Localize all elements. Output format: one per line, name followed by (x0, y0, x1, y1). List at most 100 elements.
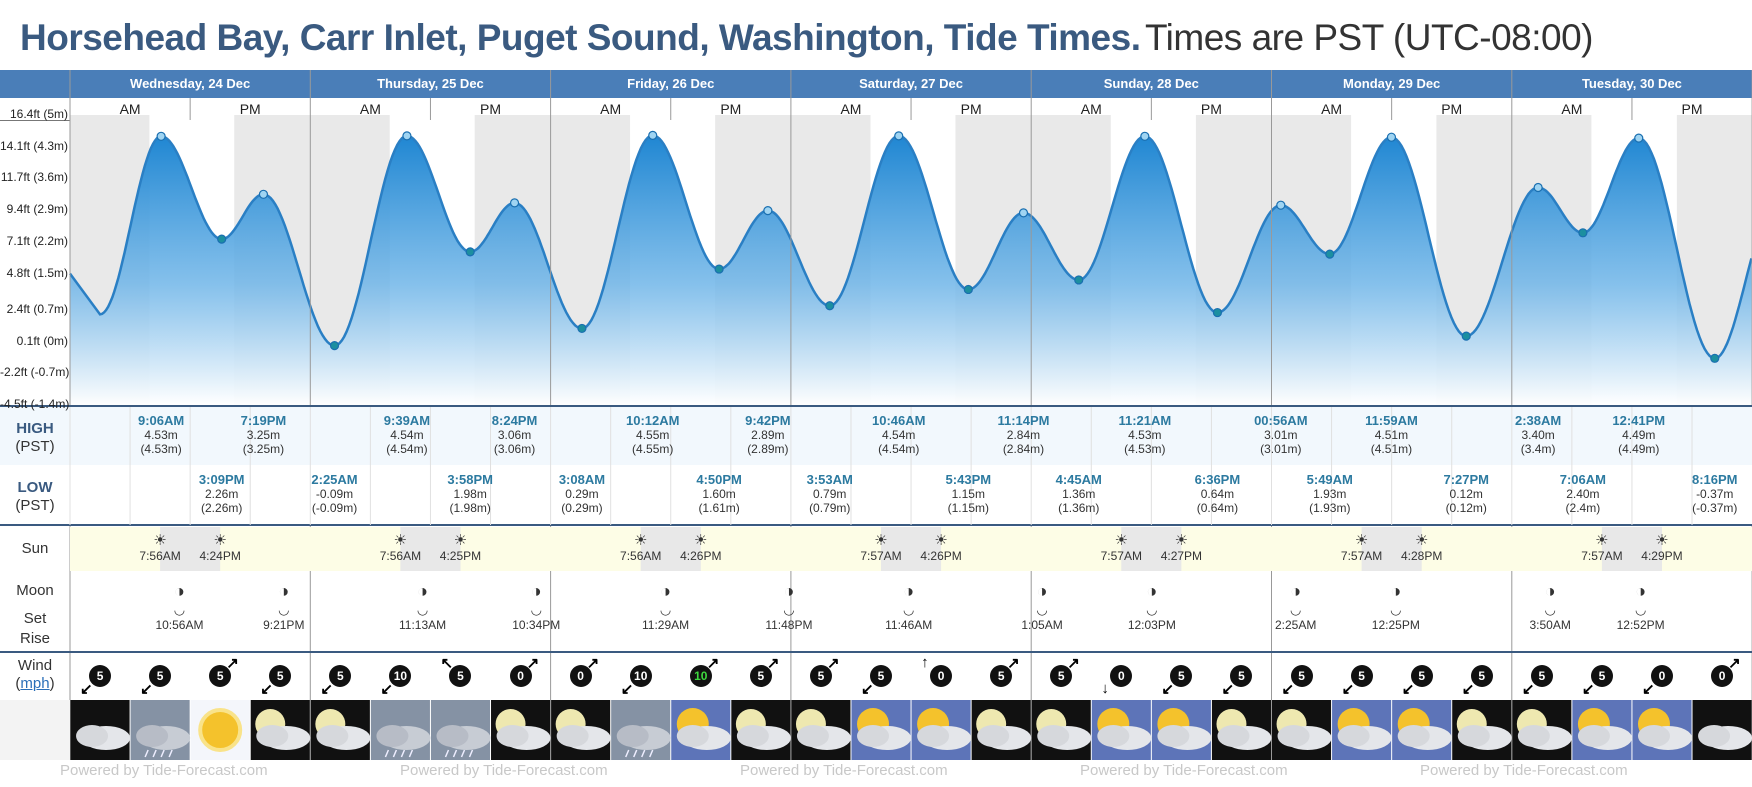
wind-direction-icon: ↗ (586, 655, 600, 672)
footer-credit: Powered by Tide-Forecast.com (1420, 762, 1628, 779)
wind-direction-icon: ↙ (260, 681, 273, 698)
tide-point (1276, 200, 1286, 210)
rain-drop (168, 749, 173, 758)
tide-time: 4:50PM (696, 472, 742, 487)
tide-point (963, 284, 973, 295)
moonset-time: 12:25PM (1371, 618, 1420, 632)
pm-label: PM (960, 101, 982, 117)
cloud-shape (1457, 725, 1490, 747)
sunrise-entry: ☀ 7:57AM (1566, 532, 1638, 563)
wind-unit-link[interactable]: mph (20, 675, 50, 692)
tide-height-m: 1.36m (1062, 487, 1096, 501)
tide-height-m: 0.29m (565, 487, 599, 501)
moon-phase-icon: ◑ (417, 581, 429, 601)
cloud-shape (376, 725, 409, 747)
moonrise-time: 11:48PM (765, 618, 813, 632)
tide-height-m: 3.25m (246, 428, 281, 442)
moonrise-time: 1:05AM (1021, 618, 1063, 632)
tide-time: 5:49AM (1306, 472, 1353, 487)
sunset-time: 4:26PM (680, 549, 722, 563)
set-label: Set (23, 610, 47, 627)
sun-cloud-icon (1151, 700, 1212, 760)
wind-speed-badge: 5 (149, 665, 172, 687)
rain-drop (392, 749, 398, 758)
wind-direction-icon: ↗ (766, 655, 780, 672)
cloud-icon (70, 700, 131, 760)
tide-height-m: 2.84m (1006, 428, 1041, 442)
tide-line (68, 134, 1752, 360)
timezone-note: Times are PST (UTC-08:00) (1144, 17, 1594, 58)
cloud-shape (256, 725, 289, 747)
high-tz: (PST) (15, 438, 55, 455)
rain-drop (625, 749, 630, 758)
sun-disc (198, 708, 243, 752)
wind-direction-icon: ↗ (1067, 655, 1080, 672)
cloud-shape (1577, 725, 1610, 747)
low-tide-entry: 3:58PM 1.98m (1.98m) (430, 472, 510, 516)
moonset-icon: ◡ (1390, 602, 1402, 617)
sunset-cell-bg (160, 527, 221, 571)
wind-speed-badge: 5 (1410, 665, 1433, 687)
sunrise-icon: ☀ (1595, 532, 1609, 549)
moonrise-entry: ◑ ◡ 11:48PM (753, 580, 825, 632)
wind-direction-icon: ↙ (620, 681, 634, 698)
tide-height-paren: (-0.09m) (311, 501, 358, 515)
moonset-entry: ◑ ◡ 12:03PM (1116, 580, 1188, 632)
tide-height-m: -0.09m (315, 487, 354, 501)
moon-cloud-icon (971, 700, 1032, 760)
tide-height-paren: (4.55m) (632, 442, 674, 456)
day-name: Friday, 26 Dec (627, 76, 715, 91)
tide-height-paren: (1.93m) (1309, 501, 1351, 515)
tide-height-paren: (4.51m) (1370, 442, 1413, 456)
moon-phase-icon: ◑ (174, 581, 185, 601)
low-tide-entry: 5:49AM 1.93m (1.93m) (1290, 472, 1370, 516)
tide-time: 11:59AM (1365, 413, 1418, 428)
tide-point (1634, 133, 1644, 143)
pm-label: PM (1200, 101, 1222, 117)
tide-height-m: 1.98m (453, 487, 487, 501)
tide-point (509, 198, 520, 208)
sunset-entry: ☀ 4:25PM (424, 532, 496, 563)
sun-cloud-icon (851, 700, 912, 760)
sunset-cell-bg (1361, 527, 1422, 571)
high-tide-entry: 11:21AM 4.53m (4.53m) (1105, 414, 1185, 457)
cloud-shape (1698, 725, 1731, 747)
sunrise-entry: ☀ 7:57AM (1085, 532, 1157, 563)
moonset-time: 11:29AM (641, 618, 690, 632)
tide-time: 9:06AM (137, 413, 185, 428)
sunset-entry: ☀ 4:29PM (1626, 532, 1698, 563)
cloud-shape (76, 725, 109, 747)
sunset-cell-bg (1601, 527, 1662, 571)
wind-direction-icon: ↙ (1281, 681, 1295, 698)
sun-cloud-icon (1632, 700, 1692, 760)
moonrise-entry: ◑ ◡ 1:05AM (1006, 580, 1078, 632)
sunrise-icon: ☀ (1114, 532, 1129, 549)
sunset-cell-bg (1121, 527, 1182, 571)
high-tide-entry: 10:12AM 4.55m (4.55m) (613, 414, 693, 457)
tide-point (763, 206, 773, 216)
low-tide-entry: 3:09PM 2.26m (2.26m) (182, 473, 262, 516)
tide-point (465, 247, 475, 257)
sunset-icon: ☀ (213, 532, 227, 549)
tide-height-m: 4.51m (1374, 428, 1409, 442)
wind-direction-icon: ↑ (921, 654, 929, 671)
tide-point (1710, 353, 1720, 363)
sun-cloud-icon (1091, 700, 1152, 760)
high-tide-entry: 12:41PM 4.49m (4.49m) (1599, 414, 1679, 457)
wind-direction-icon: ↗ (526, 655, 540, 672)
moon-phase-icon: ◑ (1036, 581, 1048, 601)
rain-drop (452, 749, 458, 758)
wind-speed-badge: 10 (629, 665, 652, 687)
wind-speed-badge: 5 (209, 665, 232, 687)
wind-speed-badge: 5 (1290, 665, 1313, 687)
wind-text: Wind (17, 657, 53, 674)
wind-speed-badge: 10 (389, 665, 412, 687)
sunrise-time: 7:57AM (1340, 549, 1383, 563)
high-label: HIGH (PST) (0, 420, 70, 456)
wind-direction-icon: ↗ (826, 655, 840, 672)
sun-icon (190, 700, 250, 760)
sunset-icon: ☀ (694, 532, 708, 549)
tide-time: 3:58PM (447, 472, 493, 487)
low-label: LOW (PST) (0, 479, 70, 515)
am-label: AM (1561, 101, 1583, 117)
